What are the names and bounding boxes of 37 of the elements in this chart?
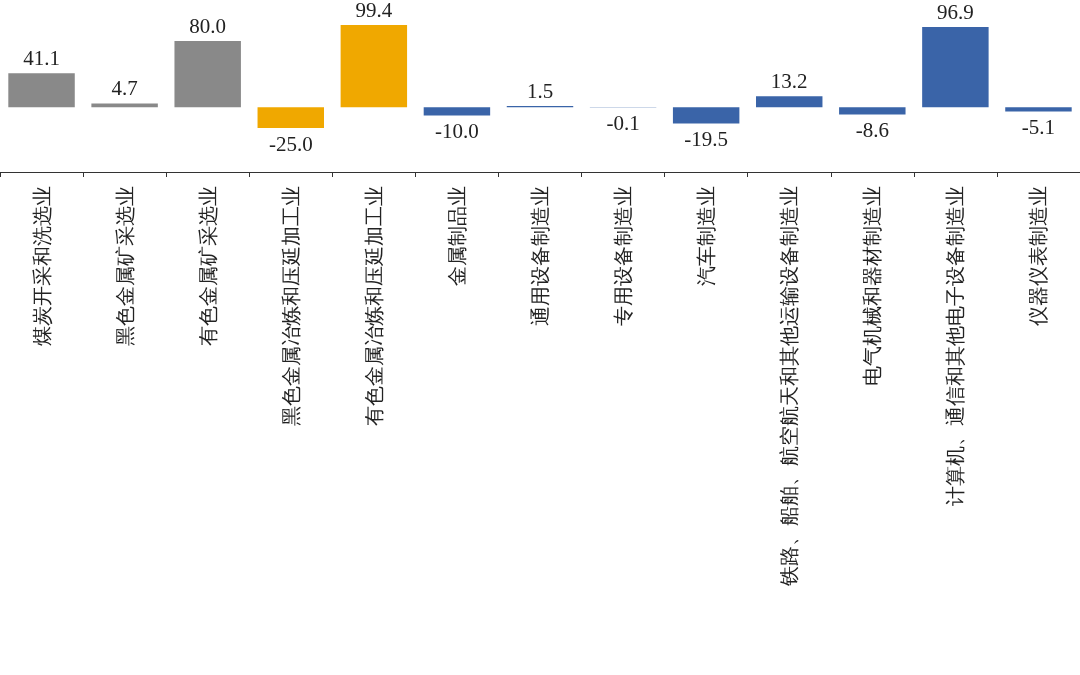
bar xyxy=(340,25,408,108)
data-label: -5.1 xyxy=(1021,115,1056,140)
data-label: 13.2 xyxy=(770,68,808,93)
x-tick-label: 煤炭开采和洗选业 xyxy=(29,186,54,346)
data-label: -19.5 xyxy=(684,126,729,151)
data-label: 41.1 xyxy=(23,45,60,70)
bar xyxy=(91,103,158,108)
data-label: -0.1 xyxy=(606,110,640,135)
bar xyxy=(922,27,989,108)
bar xyxy=(8,73,75,108)
x-tick-label: 有色金属冶炼和压延加工业 xyxy=(361,186,386,426)
bar xyxy=(423,107,491,116)
bar xyxy=(756,96,823,108)
data-label: -8.6 xyxy=(855,117,889,142)
x-tick-label: 计算机、通信和其他电子设备制造业 xyxy=(943,186,968,506)
x-tick-label: 黑色金属冶炼和压延加工业 xyxy=(278,186,303,426)
x-tick-label: 通用设备制造业 xyxy=(528,186,552,326)
bar xyxy=(1005,107,1072,112)
data-label: 99.4 xyxy=(355,0,393,22)
x-tick-label: 有色金属矿采选业 xyxy=(195,186,220,346)
data-label: 80.0 xyxy=(189,13,227,38)
bar xyxy=(672,107,740,124)
x-tick-label: 铁路、船舶、航空航天和其他运输设备制造业 xyxy=(777,186,802,587)
data-label: 1.5 xyxy=(526,78,554,103)
data-label: -10.0 xyxy=(435,119,479,144)
data-label: 96.9 xyxy=(937,0,974,24)
x-tick-label: 黑色金属矿采选业 xyxy=(112,186,137,346)
bar xyxy=(839,107,906,115)
data-label: -25.0 xyxy=(268,131,313,156)
x-tick-label: 仪器仪表制造业 xyxy=(1026,186,1051,326)
data-label: 4.7 xyxy=(111,75,138,100)
bar xyxy=(257,107,324,128)
x-tick-label: 专用设备制造业 xyxy=(611,186,636,326)
x-tick-label: 汽车制造业 xyxy=(694,186,719,286)
x-tick-label: 金属制品业 xyxy=(444,186,469,286)
bar xyxy=(174,41,241,108)
x-tick-label: 电气机械和器材制造业 xyxy=(860,186,885,386)
